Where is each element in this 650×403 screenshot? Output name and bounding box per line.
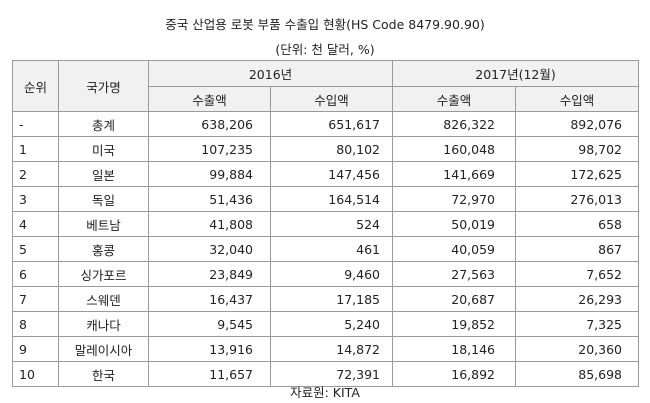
cell-export-2017: 141,669 xyxy=(392,161,516,187)
table-row: 7 스웨덴 16,437 17,185 20,687 26,293 xyxy=(12,286,640,312)
cell-export-2017: 20,687 xyxy=(392,286,516,312)
cell-export-2016: 51,436 xyxy=(148,186,271,212)
table-row: 4 베트남 41,808 524 50,019 658 xyxy=(12,211,640,237)
cell-export-2017: 18,146 xyxy=(392,336,516,362)
source-note: 자료원: KITA xyxy=(290,385,360,400)
cell-export-2016: 13,916 xyxy=(148,336,271,362)
cell-rank: 8 xyxy=(12,311,59,337)
cell-import-2017: 98,702 xyxy=(514,136,640,162)
cell-export-2016: 107,235 xyxy=(148,136,271,162)
cell-rank: 3 xyxy=(12,186,59,212)
cell-rank: 4 xyxy=(12,211,59,237)
cell-export-2017: 160,048 xyxy=(392,136,516,162)
cell-country: 베트남 xyxy=(58,211,149,237)
header-import-2017: 수입액 xyxy=(514,86,640,112)
table-row: 9 말레이시아 13,916 14,872 18,146 20,360 xyxy=(12,336,640,362)
cell-country: 한국 xyxy=(58,361,149,387)
cell-import-2016: 17,185 xyxy=(270,286,393,312)
cell-country: 독일 xyxy=(58,186,149,212)
cell-import-2016: 9,460 xyxy=(270,261,393,287)
cell-import-2016: 147,456 xyxy=(270,161,393,187)
cell-export-2016: 16,437 xyxy=(148,286,271,312)
cell-import-2017: 867 xyxy=(514,236,640,262)
header-export-2016: 수출액 xyxy=(148,86,271,112)
header-year-2017: 2017년(12월) xyxy=(391,60,640,87)
cell-export-2016: 99,884 xyxy=(148,161,271,187)
cell-rank: 5 xyxy=(12,236,59,262)
cell-rank: 2 xyxy=(12,161,59,187)
cell-import-2017: 7,652 xyxy=(514,261,640,287)
cell-country: 싱가포르 xyxy=(58,261,149,287)
cell-import-2016: 14,872 xyxy=(270,336,393,362)
cell-export-2017: 72,970 xyxy=(392,186,516,212)
cell-rank: 9 xyxy=(12,336,59,362)
cell-import-2016: 461 xyxy=(270,236,393,262)
table-row: 2 일본 99,884 147,456 141,669 172,625 xyxy=(12,161,640,187)
cell-export-2017: 50,019 xyxy=(392,211,516,237)
cell-export-2017: 826,322 xyxy=(392,111,516,137)
cell-rank: 7 xyxy=(12,286,59,312)
header-year-2016: 2016년 xyxy=(148,60,393,87)
cell-export-2017: 27,563 xyxy=(392,261,516,287)
cell-rank: 6 xyxy=(12,261,59,287)
cell-export-2016: 23,849 xyxy=(148,261,271,287)
cell-country: 홍콩 xyxy=(58,236,149,262)
cell-country: 말레이시아 xyxy=(58,336,149,362)
cell-country: 미국 xyxy=(58,136,149,162)
cell-rank: 1 xyxy=(12,136,59,162)
cell-import-2017: 7,325 xyxy=(514,311,640,337)
cell-import-2017: 658 xyxy=(514,211,640,237)
trade-table: 순위 국가명 2016년 2017년(12월) 수출액 수입액 수출액 수입액 … xyxy=(12,60,640,387)
table-body: - 총계 638,206 651,617 826,322 892,076 1 미국 107,23… xyxy=(12,111,640,387)
table-row: 3 독일 51,436 164,514 72,970 276,013 xyxy=(12,186,640,212)
cell-rank: - xyxy=(12,111,59,137)
cell-export-2016: 638,206 xyxy=(148,111,271,137)
header-export-2017: 수출액 xyxy=(392,86,516,112)
cell-import-2016: 524 xyxy=(270,211,393,237)
table-row: 6 싱가포르 23,849 9,460 27,563 7,652 xyxy=(12,261,640,287)
table-row: 5 홍콩 32,040 461 40,059 867 xyxy=(12,236,640,262)
cell-export-2016: 32,040 xyxy=(148,236,271,262)
cell-import-2017: 26,293 xyxy=(514,286,640,312)
cell-import-2016: 80,102 xyxy=(270,136,393,162)
unit-note: (단위: 천 달러, %) xyxy=(275,42,375,57)
header-import-2016: 수입액 xyxy=(270,86,393,112)
cell-import-2016: 164,514 xyxy=(270,186,393,212)
cell-country: 총계 xyxy=(58,111,149,137)
cell-rank: 10 xyxy=(12,361,59,387)
cell-export-2016: 41,808 xyxy=(148,211,271,237)
table-row: 10 한국 11,657 72,391 16,892 85,698 xyxy=(12,361,640,387)
cell-import-2017: 892,076 xyxy=(514,111,640,137)
header-rank: 순위 xyxy=(12,60,59,112)
cell-country: 스웨덴 xyxy=(58,286,149,312)
cell-country: 캐나다 xyxy=(58,311,149,337)
cell-import-2017: 85,698 xyxy=(514,361,640,387)
table-row: 1 미국 107,235 80,102 160,048 98,702 xyxy=(12,136,640,162)
cell-import-2016: 72,391 xyxy=(270,361,393,387)
cell-import-2016: 5,240 xyxy=(270,311,393,337)
cell-export-2016: 9,545 xyxy=(148,311,271,337)
cell-import-2016: 651,617 xyxy=(270,111,393,137)
table-title: 중국 산업용 로봇 부품 수출입 현황(HS Code 8479.90.90) xyxy=(165,17,485,32)
cell-export-2017: 19,852 xyxy=(392,311,516,337)
table-row: 8 캐나다 9,545 5,240 19,852 7,325 xyxy=(12,311,640,337)
cell-country: 일본 xyxy=(58,161,149,187)
table-row: - 총계 638,206 651,617 826,322 892,076 xyxy=(12,111,640,137)
header-country: 국가명 xyxy=(58,60,149,112)
cell-import-2017: 276,013 xyxy=(514,186,640,212)
cell-import-2017: 20,360 xyxy=(514,336,640,362)
cell-export-2017: 40,059 xyxy=(392,236,516,262)
cell-import-2017: 172,625 xyxy=(514,161,640,187)
